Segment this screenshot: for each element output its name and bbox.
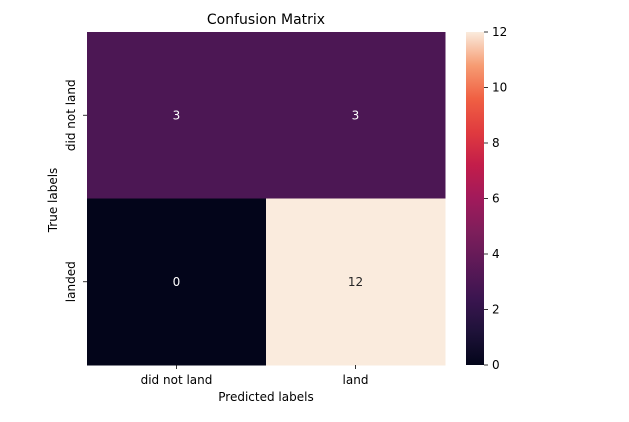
- heatmap-cell-value: 3: [173, 108, 181, 122]
- heatmap-cell: [266, 32, 446, 199]
- heatmap-cell: [266, 198, 446, 366]
- x-axis-ticks: did not land land: [141, 365, 369, 387]
- y-tick-label: landed: [64, 261, 78, 302]
- heatmap-cell: [87, 32, 267, 199]
- colorbar-tick-label: 4: [492, 247, 500, 261]
- heatmap-cell-value: 12: [348, 275, 363, 289]
- x-axis-label: Predicted labels: [218, 390, 313, 404]
- colorbar-ticks: 0 2 4 6 8 10 12: [484, 25, 507, 372]
- x-tick-label: land: [343, 373, 369, 387]
- y-axis-ticks: did not land landed: [64, 79, 87, 302]
- y-axis-label: True labels: [46, 168, 60, 234]
- colorbar: [466, 32, 484, 365]
- heatmap-cell-value: 0: [173, 275, 181, 289]
- heatmap-cell-value: 3: [352, 108, 360, 122]
- colorbar-tick-label: 6: [492, 192, 500, 206]
- colorbar-tick-label: 2: [492, 303, 500, 317]
- heatmap-cell: [87, 198, 267, 366]
- x-tick-label: did not land: [141, 373, 213, 387]
- chart-title: Confusion Matrix: [207, 12, 325, 28]
- heatmap-cell-labels: 3 3 0 12: [173, 108, 363, 289]
- colorbar-tick-label: 0: [492, 358, 500, 372]
- colorbar-tick-label: 12: [492, 25, 507, 39]
- heatmap-cells: [87, 32, 446, 366]
- colorbar-tick-label: 10: [492, 81, 507, 95]
- colorbar-tick-label: 8: [492, 136, 500, 150]
- y-tick-label: did not land: [64, 79, 78, 151]
